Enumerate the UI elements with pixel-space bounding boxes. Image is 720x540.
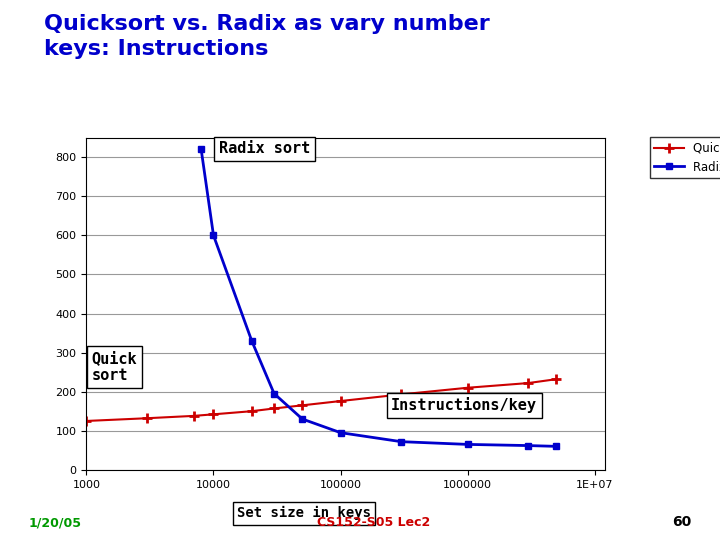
- Line: Quick (Instr/key): Quick (Instr/key): [81, 374, 562, 426]
- Radix (Instr/key): [464, 441, 472, 448]
- Radix (Instr/key): [270, 390, 279, 397]
- Line: Radix (Instr/key): Radix (Instr/key): [198, 146, 560, 450]
- Text: Quick
sort: Quick sort: [91, 350, 138, 383]
- Radix (Instr/key): [397, 438, 405, 445]
- Radix (Instr/key): [524, 442, 533, 449]
- Text: CS152-S05 Lec2: CS152-S05 Lec2: [317, 516, 430, 529]
- Legend: Quick (Instr/key), Radix (Instr/key): Quick (Instr/key), Radix (Instr/key): [649, 137, 720, 178]
- Quick (Instr/key): [210, 411, 218, 417]
- Quick (Instr/key): [336, 398, 345, 404]
- Text: 60: 60: [672, 515, 691, 529]
- Radix (Instr/key): [552, 443, 561, 450]
- Radix (Instr/key): [197, 146, 205, 153]
- Radix (Instr/key): [248, 338, 256, 344]
- Quick (Instr/key): [552, 376, 561, 382]
- Radix (Instr/key): [210, 232, 218, 239]
- Quick (Instr/key): [524, 380, 533, 386]
- Quick (Instr/key): [298, 402, 307, 409]
- Radix (Instr/key): [336, 429, 345, 436]
- Quick (Instr/key): [464, 384, 472, 391]
- Text: Set size in keys: Set size in keys: [237, 507, 371, 521]
- Quick (Instr/key): [270, 405, 279, 411]
- Radix (Instr/key): [298, 416, 307, 422]
- Text: Quicksort vs. Radix as vary number
keys: Instructions: Quicksort vs. Radix as vary number keys:…: [45, 14, 490, 59]
- Text: Instructions/key: Instructions/key: [391, 397, 537, 414]
- Quick (Instr/key): [189, 413, 198, 419]
- Quick (Instr/key): [143, 415, 151, 421]
- Text: 1/20/05: 1/20/05: [29, 516, 82, 529]
- Quick (Instr/key): [82, 418, 91, 424]
- Quick (Instr/key): [397, 391, 405, 397]
- Quick (Instr/key): [248, 408, 256, 414]
- Text: Radix sort: Radix sort: [219, 141, 310, 156]
